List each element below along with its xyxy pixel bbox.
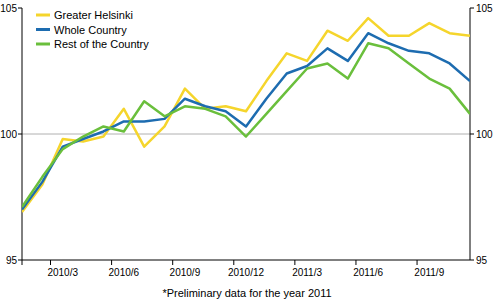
x-tick <box>355 260 356 265</box>
plot-area <box>22 18 470 212</box>
legend-swatch <box>36 28 50 31</box>
y2-tick-label: 105 <box>476 3 493 14</box>
footnote: *Preliminary data for the year 2011 <box>162 287 331 299</box>
y-tick-label: 100 <box>0 129 17 140</box>
x-axis <box>22 260 470 261</box>
x-tick-label: 2010/3 <box>47 267 78 278</box>
legend-label: Whole Country <box>54 24 127 36</box>
x-tick-label: 2010/12 <box>228 267 265 278</box>
x-tick-label: 2010/6 <box>109 267 140 278</box>
legend-label: Greater Helsinki <box>54 9 133 21</box>
x-tick <box>172 260 173 265</box>
y2-tick <box>470 260 474 261</box>
y2-tick-label: 95 <box>476 255 488 266</box>
x-tick <box>294 260 295 265</box>
x-tick-label: 2011/6 <box>353 267 383 278</box>
x-tick-label: 2011/9 <box>414 267 444 278</box>
y-tick <box>18 8 22 9</box>
y2-tick <box>470 8 474 9</box>
y2-tick-label: 100 <box>476 129 493 140</box>
legend-swatch <box>36 43 50 46</box>
x-tick-label: 2010/9 <box>170 267 201 278</box>
x-tick <box>417 260 418 265</box>
series-line <box>22 18 470 212</box>
series-line <box>22 33 470 209</box>
y-tick-label: 105 <box>0 3 17 14</box>
x-tick <box>50 260 51 265</box>
legend-label: Rest of the Country <box>54 38 149 50</box>
series-line <box>22 43 470 207</box>
x-tick-label: 2011/3 <box>292 267 322 278</box>
legend-swatch <box>36 14 50 17</box>
chart: 95 95 100 100 105 105 2010/3 2010/6 2010/9 2010/1… <box>0 0 494 304</box>
x-tick <box>111 260 112 265</box>
y2-tick <box>470 134 474 135</box>
y-tick-label: 95 <box>6 255 18 266</box>
y-tick <box>18 260 22 261</box>
x-tick <box>22 260 23 265</box>
x-tick <box>233 260 234 265</box>
y-tick <box>18 134 22 135</box>
